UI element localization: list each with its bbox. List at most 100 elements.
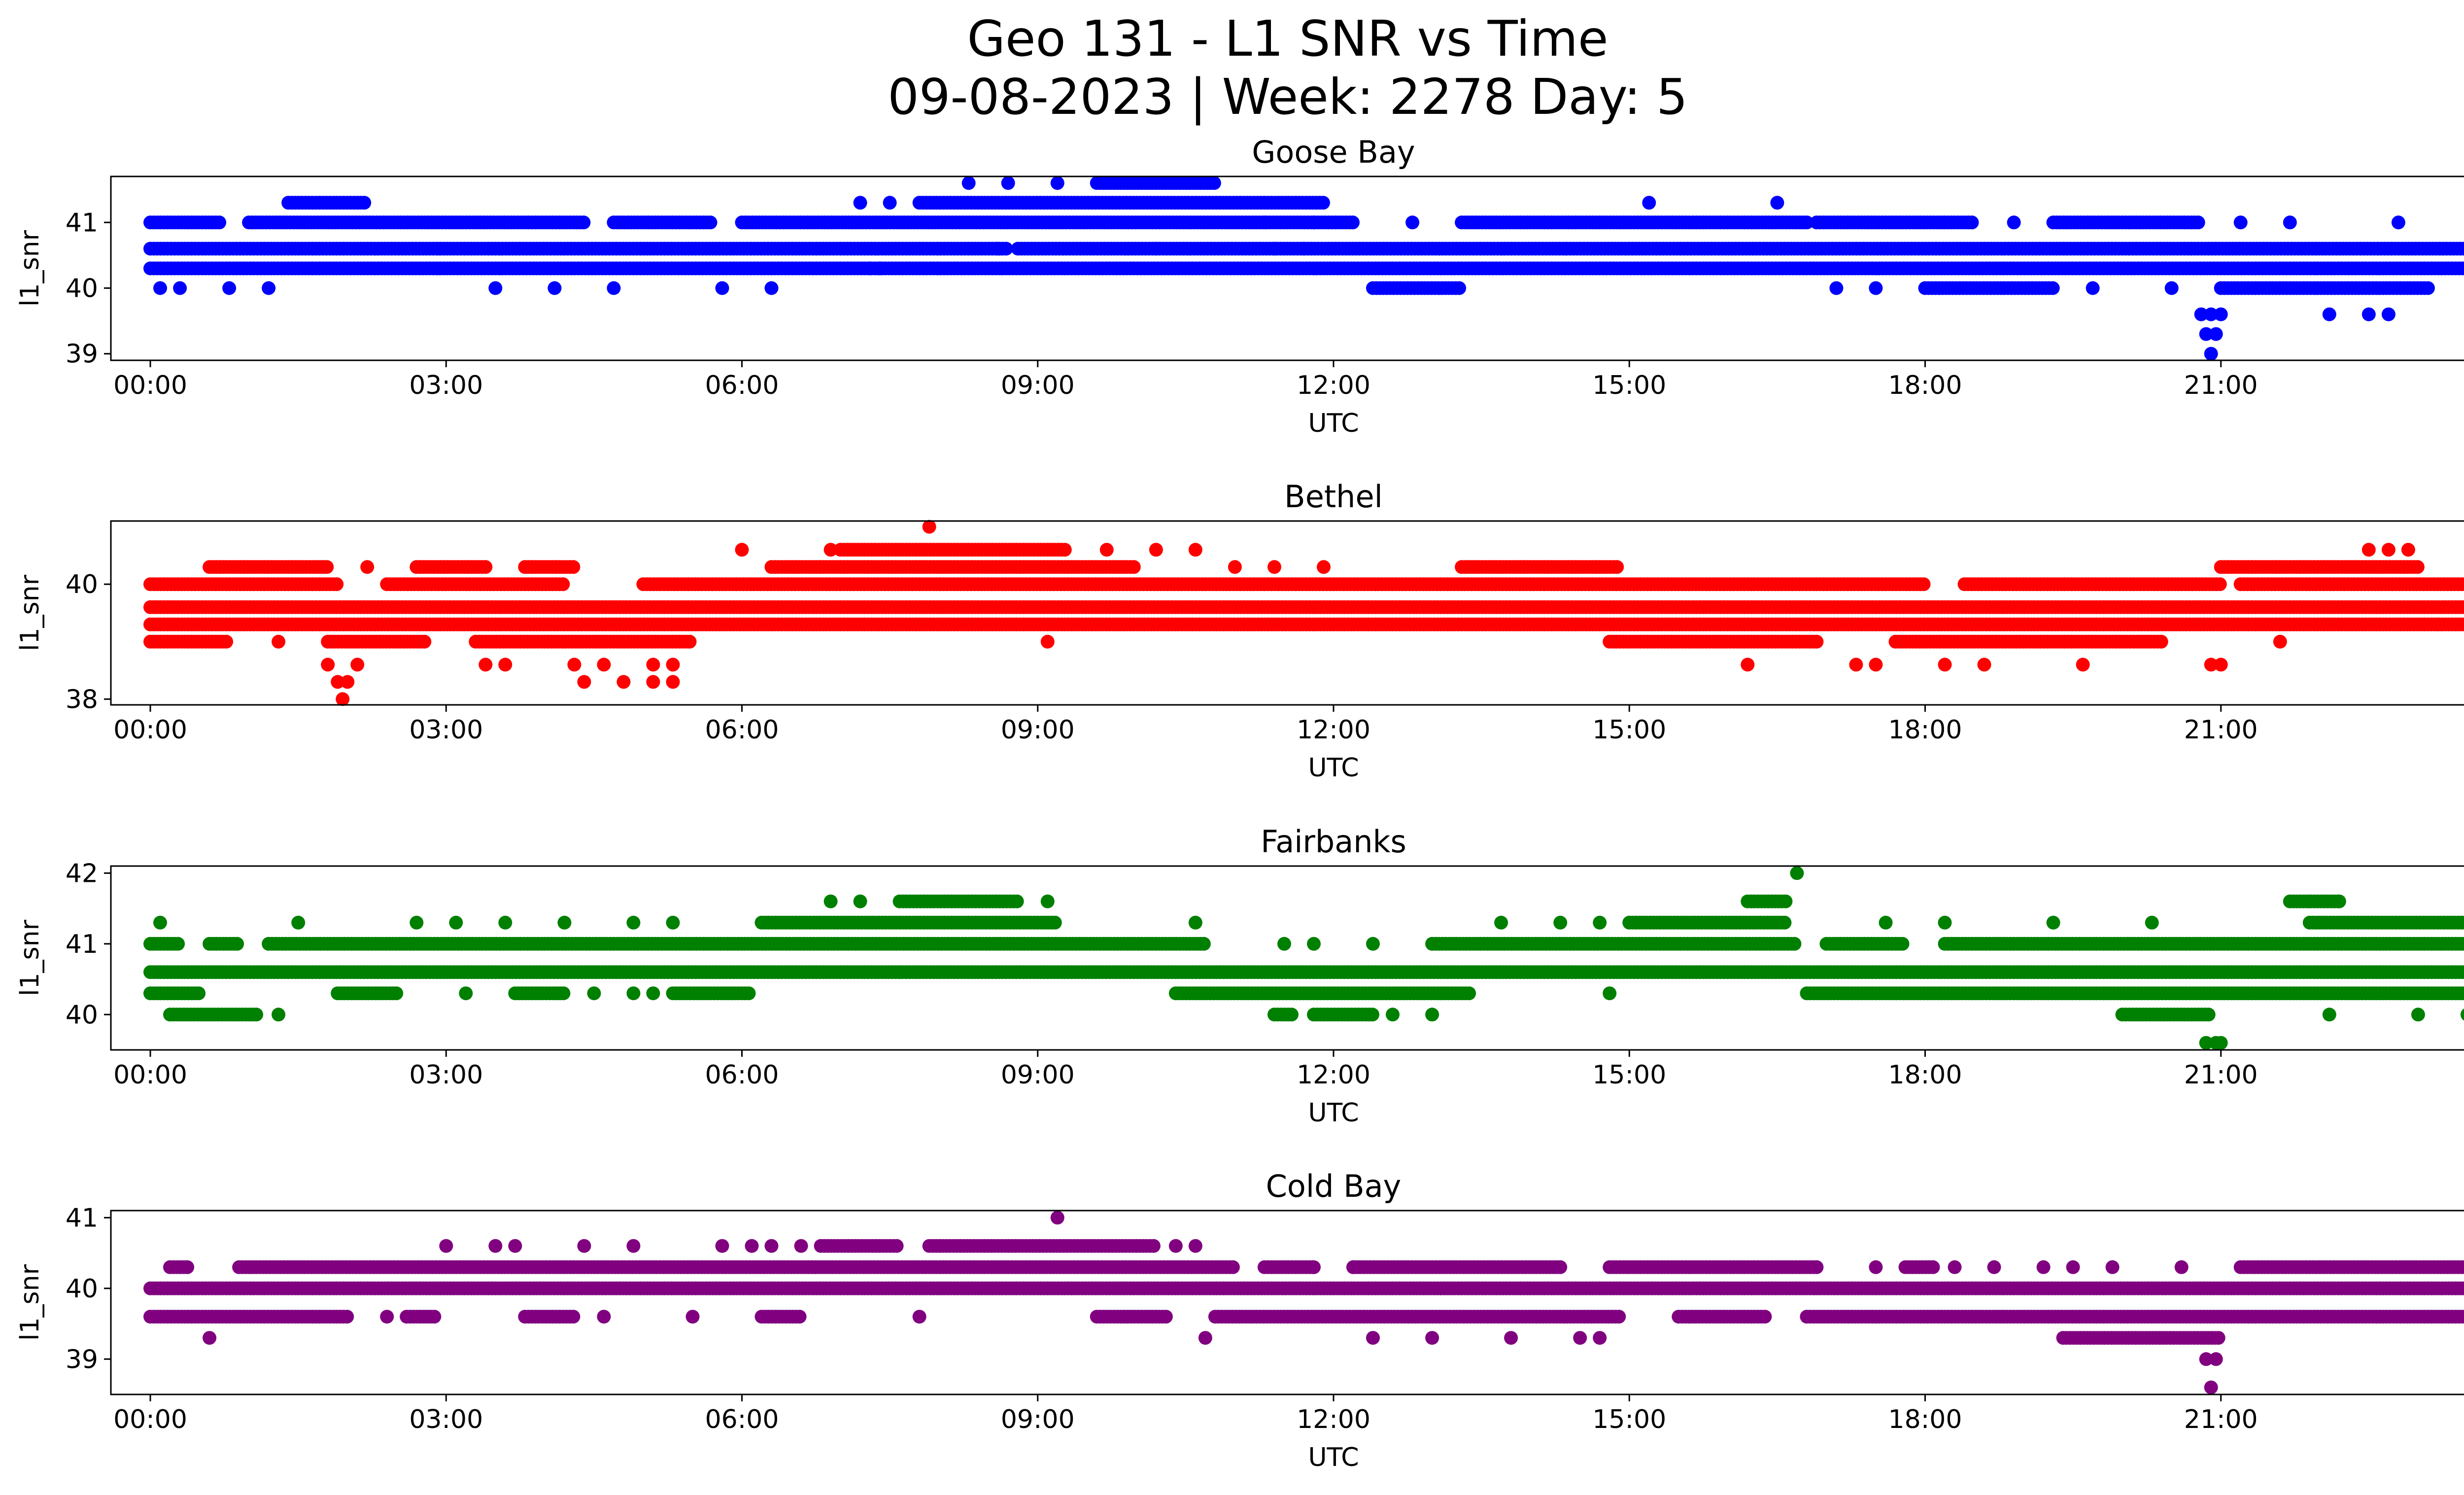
data-point <box>666 658 680 672</box>
data-point <box>2164 281 2179 295</box>
data-point <box>2213 577 2227 591</box>
panel-title: Goose Bay <box>1252 134 1415 170</box>
data-point <box>417 634 432 649</box>
y-tick-label: 40 <box>66 274 98 303</box>
data-point <box>683 634 697 649</box>
data-point <box>1228 560 1242 574</box>
panel-fairbanks: 00:00 03:00 06:00 09:00 12:00 15:00 18:00 21:00… <box>15 824 2464 1128</box>
x-axis-label: UTC <box>1308 409 1359 438</box>
panel-goose-bay: 00:00 03:00 06:00 09:00 12:00 15:00 18:00 21:00… <box>15 134 2464 438</box>
data-point <box>1127 560 1141 574</box>
data-point <box>922 520 936 534</box>
data-point <box>262 281 276 295</box>
data-point <box>1207 176 1221 190</box>
data-point <box>873 261 887 276</box>
data-point <box>2233 215 2248 230</box>
data-point <box>212 215 227 230</box>
x-tick-label: 06:00 <box>705 371 779 400</box>
data-point <box>1965 215 1979 230</box>
data-point <box>173 281 187 295</box>
data-point <box>321 658 335 672</box>
x-tick-label: 06:00 <box>705 715 779 745</box>
x-tick-label: 12:00 <box>1297 371 1370 400</box>
data-point <box>666 675 680 689</box>
data-point <box>616 675 631 689</box>
data-point <box>2391 215 2405 230</box>
x-tick-label: 21:00 <box>2184 371 2258 400</box>
data-point <box>764 281 779 295</box>
data-point <box>1149 543 1163 557</box>
data-point <box>883 196 897 210</box>
data-point <box>1916 577 1931 591</box>
data-point <box>1610 560 1624 574</box>
data-point <box>1770 196 1784 210</box>
points-goose-bay <box>143 176 2464 361</box>
data-point <box>961 176 976 190</box>
points-fairbanks <box>143 866 2464 1050</box>
data-point <box>1297 242 1311 256</box>
data-point <box>1810 634 1824 649</box>
data-point <box>1149 242 1163 256</box>
x-tick-label: 03:00 <box>409 371 483 400</box>
data-point <box>219 634 234 649</box>
data-point <box>1040 634 1055 649</box>
y-tick-label: 39 <box>66 340 98 369</box>
data-point <box>1741 658 1755 672</box>
data-point <box>2430 617 2445 631</box>
data-point <box>2381 543 2396 557</box>
data-point <box>2154 634 2168 649</box>
x-tick-label: 03:00 <box>409 715 483 745</box>
data-point <box>1001 176 1015 190</box>
data-point <box>823 543 838 557</box>
x-tick-label: 15:00 <box>1592 371 1666 400</box>
points-bethel <box>143 520 2464 706</box>
data-point <box>2214 307 2228 321</box>
data-point <box>2273 634 2287 649</box>
y-tick-label: 38 <box>66 685 98 714</box>
data-point <box>357 196 372 210</box>
data-point <box>1829 281 1844 295</box>
data-point <box>1938 658 1952 672</box>
x-tick-label: 00:00 <box>113 371 187 400</box>
panel-title: Bethel <box>1284 479 1383 515</box>
x-tick-label: 18:00 <box>1888 715 1962 745</box>
data-point <box>479 560 493 574</box>
data-point <box>1267 242 1281 256</box>
data-point <box>1099 543 1114 557</box>
data-point <box>1452 281 1467 295</box>
data-point <box>222 281 237 295</box>
data-point <box>1317 560 1331 574</box>
data-point <box>360 560 375 574</box>
data-point <box>488 281 503 295</box>
data-point <box>479 658 493 672</box>
data-point <box>2204 347 2218 361</box>
data-point <box>715 281 729 295</box>
data-point <box>2214 658 2228 672</box>
data-point <box>2191 215 2205 230</box>
data-point <box>735 543 749 557</box>
data-point <box>2381 307 2396 321</box>
x-tick-label: 09:00 <box>1001 715 1075 745</box>
data-point <box>350 658 365 672</box>
data-point <box>2209 327 2223 341</box>
data-point <box>1869 281 1883 295</box>
data-point <box>1316 196 1330 210</box>
y-tick-label: 41 <box>66 208 98 238</box>
x-tick-label: 18:00 <box>1888 371 1962 400</box>
data-point <box>567 658 582 672</box>
y-tick-label: 40 <box>66 570 98 599</box>
data-point <box>2322 307 2336 321</box>
data-point <box>2076 658 2090 672</box>
data-point <box>991 242 1005 256</box>
data-point <box>2086 281 2100 295</box>
panel-bethel: 00:00 03:00 06:00 09:00 12:00 15:00 18:00 21:00… <box>15 479 2464 783</box>
data-point <box>2401 543 2415 557</box>
figure-title: Geo 131 - L1 SNR vs Time <box>967 10 1608 68</box>
data-point <box>2361 543 2376 557</box>
data-point <box>498 658 513 672</box>
data-point <box>2421 281 2435 295</box>
data-point <box>1869 658 1883 672</box>
data-point <box>556 577 570 591</box>
data-point <box>2046 281 2060 295</box>
data-point <box>1977 658 1991 672</box>
